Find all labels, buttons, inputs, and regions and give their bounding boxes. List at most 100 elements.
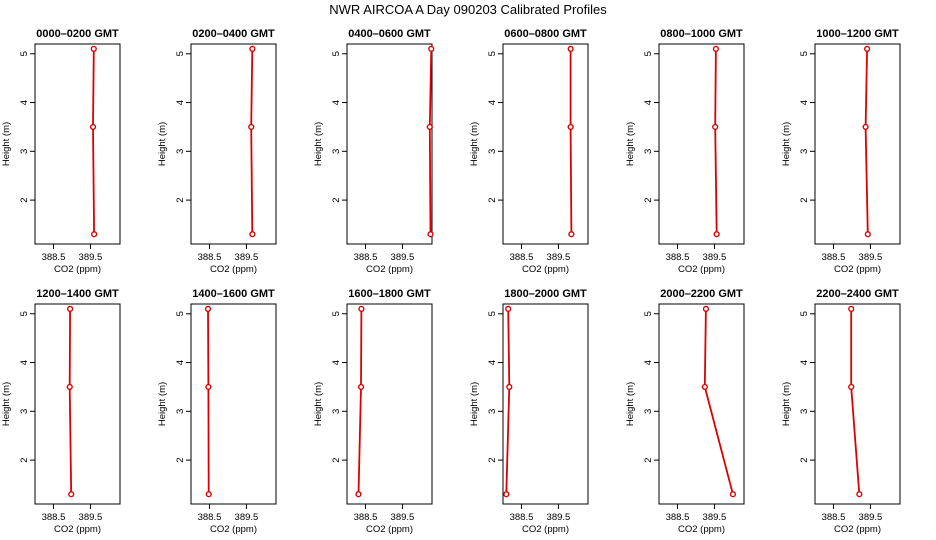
y-axis-label: Height (m) (313, 122, 324, 166)
y-tick-label: 2 (799, 457, 810, 462)
x-axis-label: CO2 (ppm) (522, 524, 569, 535)
y-axis-label: Height (m) (469, 382, 480, 426)
profile-point (729, 491, 737, 498)
x-axis-label: CO2 (ppm) (54, 264, 101, 275)
profile-line (357, 308, 363, 495)
y-tick-label: 5 (331, 51, 342, 56)
y-tick-label: 4 (643, 100, 654, 105)
y-tick-label: 2 (643, 197, 654, 202)
panel-title: 0600–0800 GMT (504, 28, 587, 40)
profile-point (702, 305, 710, 312)
profile-point (848, 383, 855, 391)
y-axis-label: Height (m) (157, 382, 168, 426)
profile-point (864, 45, 871, 52)
profile-point (567, 123, 574, 131)
y-tick-label: 5 (175, 51, 186, 56)
profile-point (67, 305, 74, 312)
y-tick-label: 3 (331, 409, 342, 414)
profile-line (569, 48, 573, 235)
plot-frame (346, 43, 433, 245)
panel-title: 0800–1000 GMT (660, 28, 743, 40)
x-axis-label: CO2 (ppm) (522, 264, 569, 275)
y-axis-label: Height (m) (781, 122, 792, 166)
profile-point (68, 491, 75, 498)
y-axis-label: Height (m) (625, 382, 636, 426)
y-tick-label: 3 (175, 409, 186, 414)
x-tick-label: 389.5 (79, 252, 103, 263)
x-tick-label: 388.5 (42, 512, 66, 523)
y-tick-label: 4 (19, 360, 30, 365)
profile-point (856, 491, 863, 498)
x-tick-label: 388.5 (198, 512, 222, 523)
profile-point (89, 123, 97, 131)
panel-title: 1400–1600 GMT (192, 288, 275, 300)
y-axis-label: Height (m) (781, 382, 792, 426)
y-tick-label: 3 (799, 409, 810, 414)
x-tick-label: 389.5 (79, 512, 103, 523)
profile-point (712, 123, 719, 131)
profile-point (506, 383, 513, 391)
panel-title: 0200–0400 GMT (192, 28, 275, 40)
profile-point (66, 383, 73, 391)
y-tick-label: 3 (19, 149, 30, 154)
y-tick-label: 2 (799, 197, 810, 202)
plot-frame (658, 43, 745, 245)
profile-point (205, 491, 212, 498)
x-tick-label: 388.5 (354, 252, 378, 263)
x-tick-label: 389.5 (235, 512, 259, 523)
y-tick-label: 4 (487, 360, 498, 365)
y-tick-label: 5 (799, 311, 810, 316)
x-axis-label: CO2 (ppm) (366, 524, 413, 535)
plot-frame (502, 43, 589, 245)
y-tick-label: 4 (175, 360, 186, 365)
profile-point (249, 45, 256, 52)
plot-frame (502, 303, 589, 505)
y-tick-label: 4 (799, 100, 810, 105)
x-tick-label: 389.5 (391, 252, 415, 263)
y-tick-label: 2 (331, 457, 342, 462)
plot-frame (34, 43, 121, 245)
x-tick-label: 389.5 (547, 512, 571, 523)
x-tick-label: 389.5 (859, 252, 883, 263)
y-tick-label: 4 (487, 100, 498, 105)
x-tick-label: 388.5 (42, 252, 66, 263)
y-axis-label: Height (m) (469, 122, 480, 166)
profile-point (426, 123, 433, 131)
x-tick-label: 388.5 (822, 512, 846, 523)
y-tick-label: 3 (799, 149, 810, 154)
profile-point (204, 305, 212, 312)
y-tick-label: 3 (331, 149, 342, 154)
panel-title: 0400–0600 GMT (348, 28, 431, 40)
plot-frame (34, 303, 121, 505)
panel-title: 0000–0200 GMT (36, 28, 119, 40)
profile-line (505, 308, 511, 495)
plot-frame (190, 43, 277, 245)
y-axis-label: Height (m) (625, 122, 636, 166)
plot-frame (814, 303, 901, 505)
profile-line (92, 48, 95, 235)
x-axis-label: CO2 (ppm) (834, 264, 881, 275)
y-tick-label: 4 (331, 100, 342, 105)
y-tick-label: 5 (19, 51, 30, 56)
x-tick-label: 389.5 (859, 512, 883, 523)
profile-point (864, 231, 871, 238)
y-tick-label: 5 (643, 51, 654, 56)
x-tick-label: 388.5 (510, 512, 534, 523)
plot-frame (190, 303, 277, 505)
y-tick-label: 2 (19, 197, 30, 202)
profile-line (250, 48, 254, 235)
y-tick-label: 4 (799, 360, 810, 365)
y-tick-label: 2 (487, 457, 498, 462)
y-tick-label: 5 (799, 51, 810, 56)
x-axis-label: CO2 (ppm) (678, 264, 725, 275)
profile-point (358, 305, 365, 312)
x-tick-label: 388.5 (822, 252, 846, 263)
profile-point (568, 231, 575, 238)
x-tick-label: 388.5 (666, 512, 690, 523)
x-tick-label: 388.5 (666, 252, 690, 263)
plot-frame (814, 43, 901, 245)
